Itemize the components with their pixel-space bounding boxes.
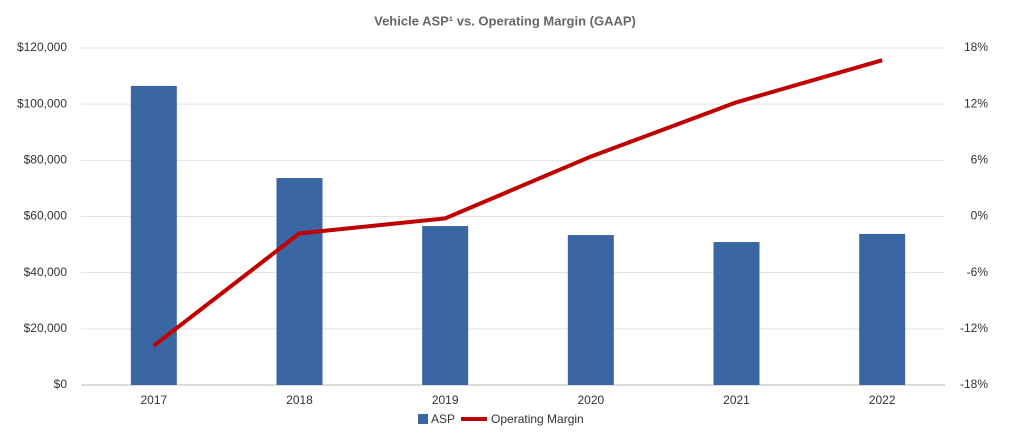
- y2-tick-label: -18%: [960, 377, 988, 391]
- x-tick-label: 2022: [869, 393, 896, 407]
- line: [152, 58, 883, 348]
- bar: [276, 178, 323, 385]
- bar: [859, 233, 906, 385]
- x-tick-label: 2020: [577, 393, 604, 407]
- y2-tick-label: 0%: [971, 209, 989, 223]
- y-tick-label: $60,000: [24, 209, 68, 223]
- bar: [422, 226, 469, 385]
- y2-tick-label: -12%: [960, 321, 988, 335]
- x-tick-label: 2019: [432, 393, 459, 407]
- bar: [130, 85, 177, 385]
- legend-swatch: [418, 414, 428, 424]
- y-tick-label: $20,000: [24, 321, 68, 335]
- chart-title: Vehicle ASP¹ vs. Operating Margin (GAAP): [374, 13, 636, 28]
- y2-tick-label: 6%: [971, 153, 989, 167]
- y2-tick-label: 12%: [964, 96, 988, 110]
- legend-label: ASP: [431, 412, 455, 426]
- legend-label: Operating Margin: [491, 412, 584, 426]
- y-tick-label: $120,000: [17, 40, 67, 54]
- y-tick-label: $80,000: [24, 153, 68, 167]
- x-tick-label: 2018: [286, 393, 313, 407]
- y2-tick-label: -6%: [967, 265, 989, 279]
- x-tick-label: 2021: [723, 393, 750, 407]
- y-tick-label: $0: [54, 377, 68, 391]
- y-tick-label: $40,000: [24, 265, 68, 279]
- y-tick-label: $100,000: [17, 96, 67, 110]
- bar: [713, 242, 760, 385]
- y2-tick-label: 18%: [964, 40, 988, 54]
- bar: [567, 235, 614, 385]
- x-tick-label: 2017: [140, 393, 167, 407]
